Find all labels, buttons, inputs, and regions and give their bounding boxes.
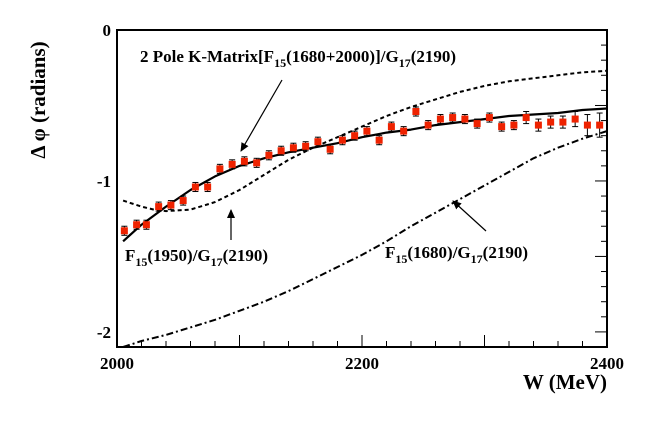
data-point bbox=[191, 183, 199, 191]
x-axis-title: W (MeV) bbox=[523, 370, 607, 394]
data-point bbox=[204, 183, 212, 191]
data-point bbox=[179, 197, 187, 205]
data-point bbox=[375, 136, 383, 144]
data-point bbox=[314, 138, 322, 146]
data-point bbox=[424, 121, 432, 129]
annotation-text: F bbox=[125, 246, 135, 265]
data-point bbox=[289, 144, 297, 152]
y-tick-label: 0 bbox=[103, 21, 112, 40]
data-point bbox=[351, 132, 359, 140]
plot-frame bbox=[116, 29, 608, 348]
data-point bbox=[387, 123, 395, 131]
y-tick-label: -1 bbox=[97, 172, 111, 191]
data-point bbox=[485, 114, 493, 122]
data-point bbox=[363, 127, 371, 135]
data-point bbox=[449, 114, 457, 122]
annotation-text: (2190) bbox=[223, 246, 268, 265]
data-point bbox=[302, 142, 310, 150]
x-tick-label: 2200 bbox=[345, 354, 379, 373]
annotation-subscript: 15 bbox=[135, 255, 147, 269]
annotation-f1950: F15(1950)/G17(2190) bbox=[125, 246, 268, 269]
annotation-text: (1680)/G bbox=[407, 243, 470, 262]
annotation-text: (1680+2000)]/G bbox=[286, 47, 399, 66]
data-point bbox=[583, 121, 591, 129]
annotation-subscript: 15 bbox=[395, 252, 407, 266]
data-point bbox=[412, 108, 420, 116]
annotation-text: F bbox=[385, 243, 395, 262]
arrow-f1680 bbox=[452, 200, 487, 232]
arrow-kmatrix bbox=[240, 79, 283, 152]
data-point bbox=[167, 201, 175, 209]
axis-ticks bbox=[116, 29, 608, 348]
annotation-text: (1950)/G bbox=[147, 246, 210, 265]
data-point bbox=[571, 115, 579, 123]
annotation-text: (2190) bbox=[483, 243, 528, 262]
data-points bbox=[120, 106, 604, 236]
data-point bbox=[338, 136, 346, 144]
annotation-f1680: F15(1680)/G17(2190) bbox=[385, 243, 528, 266]
annotation-text: 2 Pole K-Matrix[F bbox=[140, 47, 274, 66]
data-point bbox=[265, 151, 273, 159]
data-point bbox=[510, 121, 518, 129]
x-tick-label: 2400 bbox=[590, 354, 624, 373]
x-tick-label: 2000 bbox=[100, 354, 134, 373]
data-point bbox=[400, 127, 408, 135]
data-point bbox=[216, 165, 224, 173]
data-point bbox=[253, 159, 261, 167]
data-point bbox=[142, 221, 150, 229]
annotation-subscript: 15 bbox=[274, 56, 286, 70]
model-curves bbox=[122, 69, 607, 347]
data-point bbox=[120, 227, 128, 235]
y-tick-label: -2 bbox=[97, 323, 111, 342]
data-point bbox=[547, 118, 555, 126]
data-point bbox=[436, 115, 444, 123]
data-point bbox=[596, 121, 604, 129]
annotation-text: (2190) bbox=[411, 47, 456, 66]
data-point bbox=[534, 121, 542, 129]
data-point bbox=[277, 147, 285, 155]
annotation-subscript: 17 bbox=[211, 255, 223, 269]
curve-dashdot bbox=[122, 130, 607, 347]
data-point bbox=[498, 123, 506, 131]
axis-tick-labels: 2000 2200 2400 0 -1 -2 bbox=[97, 21, 624, 373]
data-point bbox=[155, 203, 163, 211]
data-point bbox=[240, 157, 248, 165]
data-point bbox=[133, 221, 141, 229]
annotation-subscript: 17 bbox=[471, 252, 483, 266]
data-point bbox=[559, 118, 567, 126]
y-axis-title: Δ φ (radians) bbox=[26, 41, 50, 158]
data-point bbox=[326, 145, 334, 153]
data-point bbox=[473, 120, 481, 128]
data-point bbox=[522, 114, 530, 122]
curve-dashed bbox=[122, 69, 607, 213]
annotation-kmatrix: 2 Pole K-Matrix[F15(1680+2000)]/G17(2190… bbox=[140, 47, 456, 70]
data-point bbox=[228, 160, 236, 168]
annotation-subscript: 17 bbox=[399, 56, 411, 70]
data-point bbox=[461, 115, 469, 123]
